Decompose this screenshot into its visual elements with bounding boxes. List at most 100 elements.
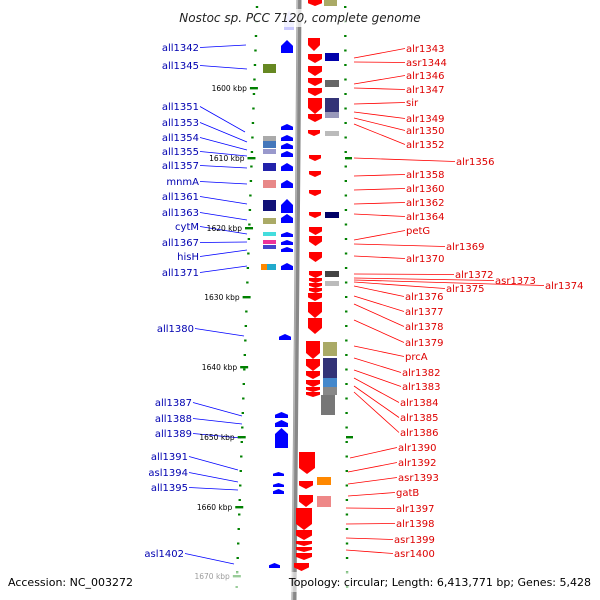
gene-label-asr1399[interactable]: asr1399	[394, 535, 435, 546]
reverse-gene-domain[interactable]	[267, 264, 276, 270]
forward-gene-arrow[interactable]	[309, 271, 322, 278]
gene-label-sir[interactable]: sir	[406, 98, 419, 109]
reverse-gene-arrow[interactable]	[273, 483, 284, 487]
forward-gene-domain[interactable]	[325, 98, 339, 112]
gene-label-all1388[interactable]: all1388	[155, 414, 192, 425]
gene-label-gatB[interactable]: gatB	[396, 488, 419, 499]
gene-label-all1355[interactable]: all1355	[162, 147, 199, 158]
forward-gene-arrow[interactable]	[309, 171, 321, 177]
reverse-gene-domain[interactable]	[263, 64, 276, 73]
forward-gene-arrow[interactable]	[306, 380, 320, 387]
gene-label-alr1358[interactable]: alr1358	[406, 170, 444, 181]
forward-gene-arrow[interactable]	[296, 553, 312, 560]
gene-label-alr1346[interactable]: alr1346	[406, 71, 444, 82]
forward-gene-arrow[interactable]	[308, 38, 320, 51]
reverse-gene-arrow[interactable]	[281, 232, 293, 237]
reverse-gene-arrow[interactable]	[275, 420, 288, 427]
reverse-gene-domain[interactable]	[261, 264, 267, 270]
forward-gene-arrow[interactable]	[308, 88, 322, 96]
forward-gene-arrow[interactable]	[296, 530, 312, 540]
gene-label-alr1374[interactable]: alr1374	[545, 281, 583, 292]
forward-gene-arrow[interactable]	[309, 236, 322, 246]
forward-gene-arrow[interactable]	[308, 78, 322, 86]
gene-label-alr1390[interactable]: alr1390	[398, 443, 436, 454]
gene-label-alr1372[interactable]: alr1372	[455, 270, 493, 281]
gene-label-all1371[interactable]: all1371	[162, 268, 199, 279]
gene-label-asl1402[interactable]: asl1402	[144, 549, 184, 560]
reverse-gene-domain[interactable]	[263, 163, 276, 171]
forward-gene-arrow[interactable]	[299, 495, 313, 507]
gene-label-asr1344[interactable]: asr1344	[406, 58, 447, 69]
reverse-gene-arrow[interactable]	[279, 334, 291, 340]
forward-gene-domain[interactable]	[325, 53, 339, 61]
reverse-gene-domain[interactable]	[263, 218, 276, 224]
forward-gene-arrow[interactable]	[309, 288, 322, 293]
forward-gene-arrow[interactable]	[308, 0, 322, 6]
forward-gene-domain[interactable]	[323, 387, 337, 395]
reverse-gene-domain[interactable]	[263, 149, 276, 154]
forward-gene-arrow[interactable]	[296, 541, 312, 546]
forward-gene-arrow[interactable]	[299, 452, 315, 474]
gene-label-all1351[interactable]: all1351	[162, 102, 199, 113]
gene-label-all1395[interactable]: all1395	[151, 483, 188, 494]
gene-label-all1391[interactable]: all1391	[151, 452, 188, 463]
forward-gene-arrow[interactable]	[309, 212, 321, 218]
gene-label-alr1398[interactable]: alr1398	[396, 519, 434, 530]
forward-gene-domain[interactable]	[317, 496, 331, 507]
reverse-gene-arrow[interactable]	[281, 263, 293, 270]
forward-gene-arrow[interactable]	[306, 341, 320, 359]
gene-label-alr1356[interactable]: alr1356	[456, 157, 494, 168]
reverse-gene-arrow[interactable]	[281, 135, 293, 141]
forward-gene-arrow[interactable]	[309, 155, 321, 161]
forward-gene-domain[interactable]	[324, 0, 337, 6]
forward-gene-arrow[interactable]	[308, 130, 320, 136]
gene-label-alr1382[interactable]: alr1382	[402, 368, 440, 379]
gene-label-alr1397[interactable]: alr1397	[396, 504, 434, 515]
gene-label-alr1379[interactable]: alr1379	[405, 338, 443, 349]
gene-label-hisH[interactable]: hisH	[177, 252, 199, 263]
gene-label-alr1376[interactable]: alr1376	[405, 292, 443, 303]
reverse-gene-domain[interactable]	[263, 232, 276, 236]
reverse-gene-arrow[interactable]	[281, 163, 293, 171]
gene-label-asr1393[interactable]: asr1393	[398, 473, 439, 484]
forward-gene-domain[interactable]	[323, 358, 337, 378]
forward-gene-arrow[interactable]	[306, 387, 320, 392]
gene-label-alr1364[interactable]: alr1364	[406, 212, 444, 223]
reverse-gene-arrow[interactable]	[281, 40, 293, 53]
gene-label-all1367[interactable]: all1367	[162, 238, 199, 249]
gene-label-mnmA[interactable]: mnmA	[166, 177, 199, 188]
forward-gene-arrow[interactable]	[294, 563, 309, 571]
reverse-gene-arrow[interactable]	[275, 412, 288, 418]
gene-label-alr1377[interactable]: alr1377	[405, 307, 443, 318]
gene-label-alr1352[interactable]: alr1352	[406, 140, 444, 151]
gene-label-petG[interactable]: petG	[406, 226, 430, 237]
gene-label-asr1400[interactable]: asr1400	[394, 549, 435, 560]
forward-gene-arrow[interactable]	[299, 481, 313, 489]
forward-gene-arrow[interactable]	[306, 359, 320, 371]
reverse-gene-arrow[interactable]	[281, 151, 293, 157]
gene-label-alr1384[interactable]: alr1384	[400, 398, 438, 409]
reverse-gene-arrow[interactable]	[273, 489, 284, 494]
gene-label-prcA[interactable]: prcA	[405, 352, 428, 363]
gene-label-all1361[interactable]: all1361	[162, 192, 199, 203]
gene-label-alr1385[interactable]: alr1385	[400, 413, 438, 424]
gene-label-alr1386[interactable]: alr1386	[400, 428, 438, 439]
reverse-gene-domain[interactable]	[263, 240, 276, 244]
gene-label-all1363[interactable]: all1363	[162, 208, 199, 219]
gene-label-alr1343[interactable]: alr1343	[406, 44, 444, 55]
reverse-gene-domain[interactable]	[263, 245, 276, 249]
forward-gene-arrow[interactable]	[306, 371, 320, 379]
reverse-gene-domain[interactable]	[263, 141, 276, 148]
forward-gene-arrow[interactable]	[296, 508, 312, 530]
reverse-gene-arrow[interactable]	[281, 180, 293, 188]
gene-label-all1389[interactable]: all1389	[155, 429, 192, 440]
forward-gene-arrow[interactable]	[308, 302, 322, 318]
forward-gene-domain[interactable]	[325, 271, 339, 277]
forward-gene-domain[interactable]	[325, 212, 339, 218]
reverse-gene-domain[interactable]	[263, 200, 276, 211]
forward-gene-arrow[interactable]	[308, 293, 322, 301]
gene-label-alr1369[interactable]: alr1369	[446, 242, 484, 253]
gene-label-alr1350[interactable]: alr1350	[406, 126, 444, 137]
forward-gene-arrow[interactable]	[309, 283, 322, 288]
reverse-gene-arrow[interactable]	[269, 563, 280, 568]
